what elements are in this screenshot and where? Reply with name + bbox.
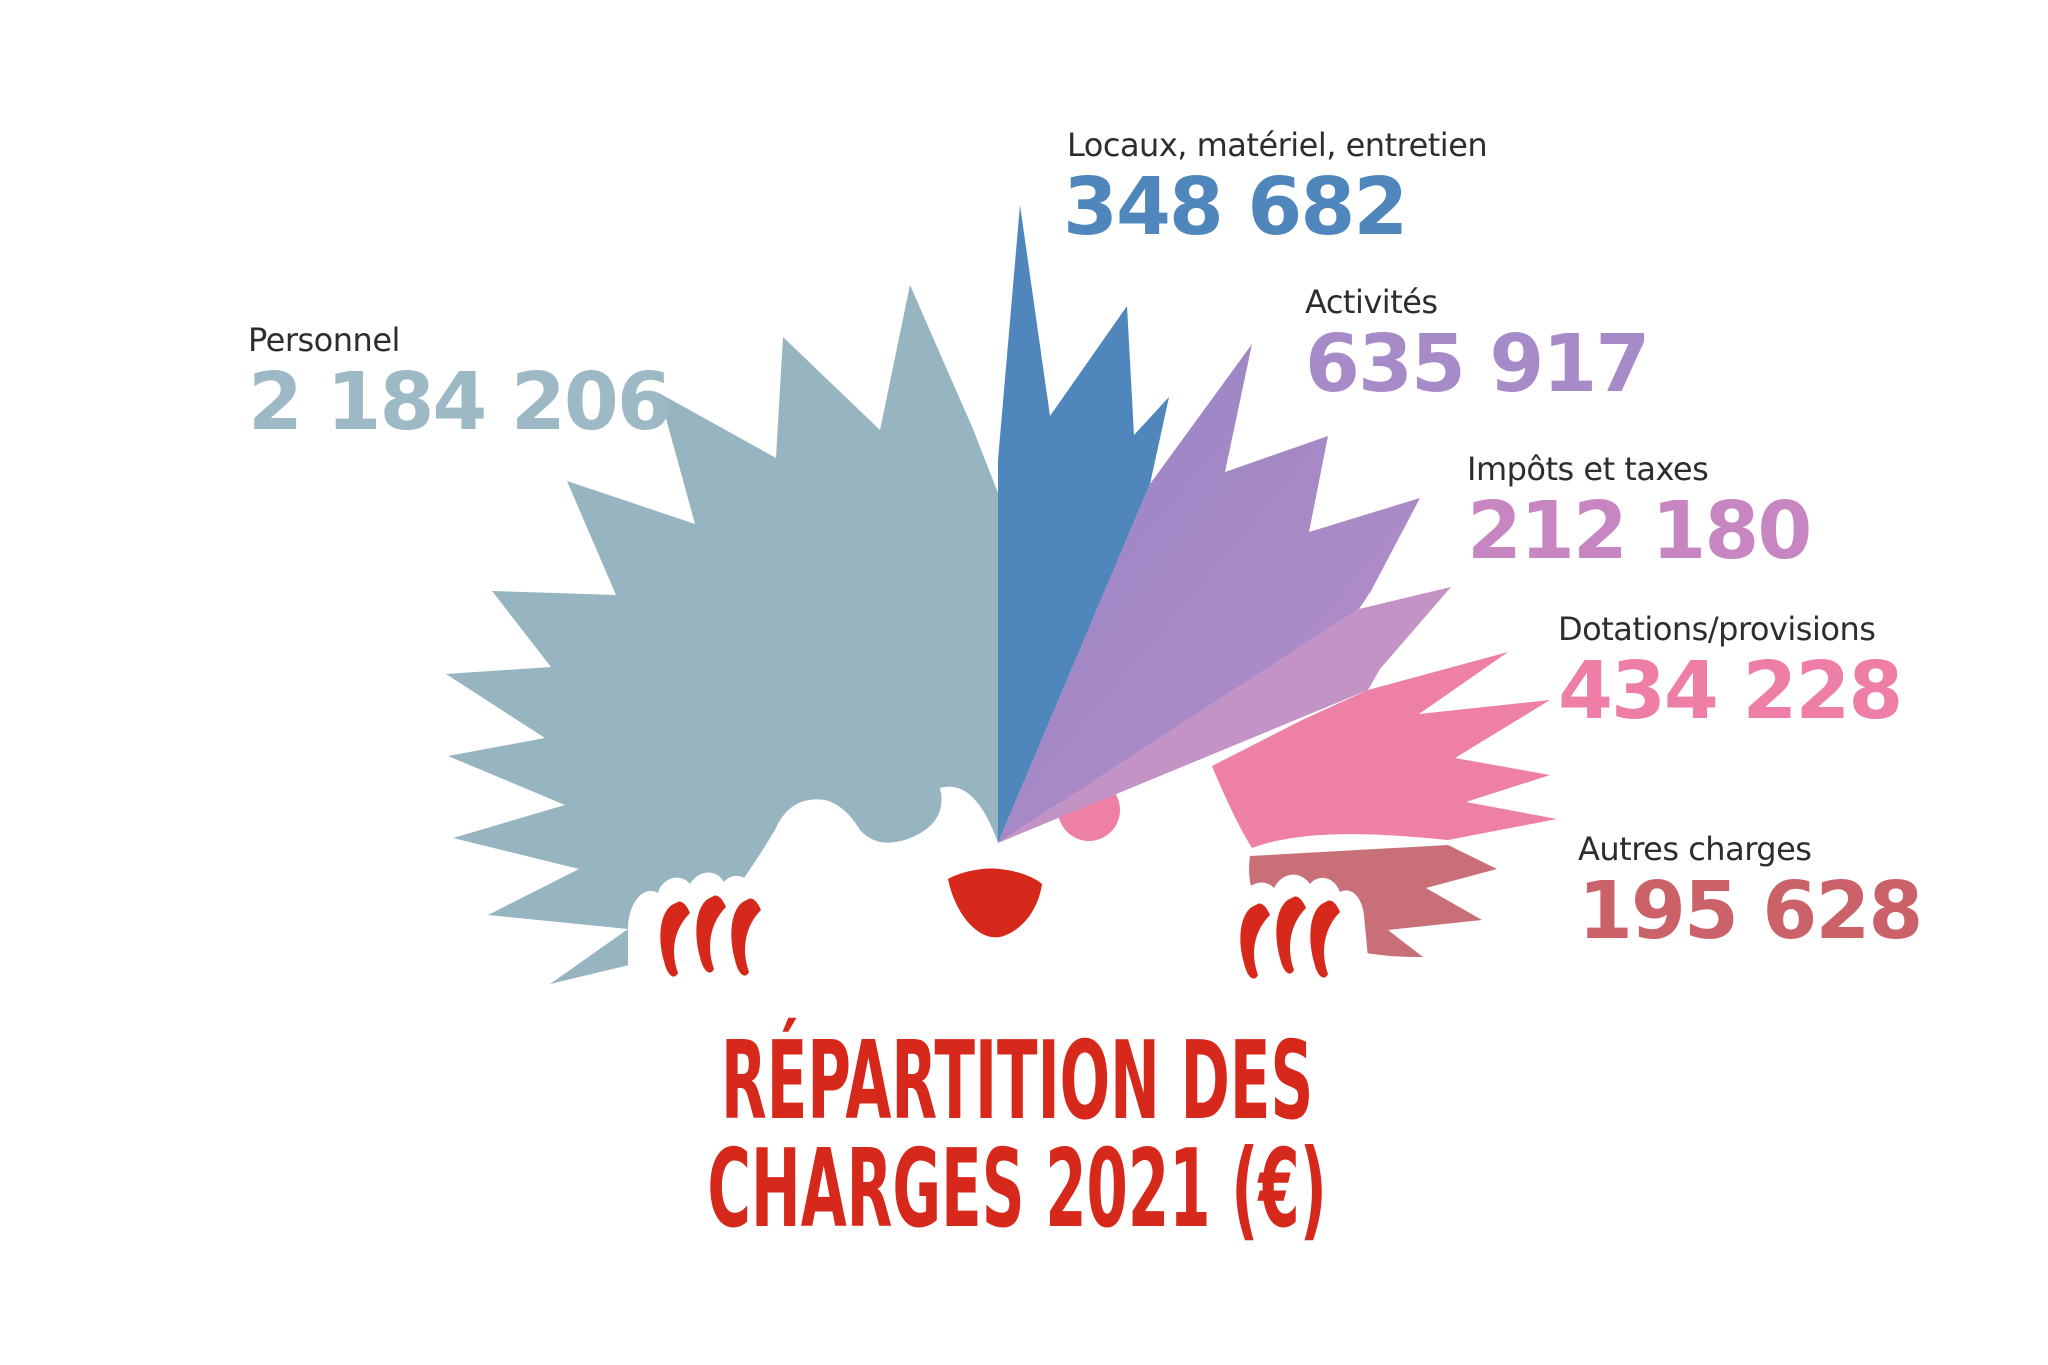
spine-sector-dotations [1212,652,1557,848]
slice-value-dotations: 434 228 [1558,644,1903,737]
slice-label-activites: Activités [1305,283,1438,321]
chart-title-line-2: CHARGES 2021 (€) [707,1127,1327,1252]
hedgehog-left-claw-2 [696,895,726,973]
hedgehog-left-claw-3 [731,898,761,976]
annotation-personnel: Personnel 2 184 206 [248,321,672,448]
slice-label-locaux: Locaux, matériel, entretien [1067,126,1488,164]
spine-sector-activites [998,344,1420,843]
slice-value-autres: 195 628 [1578,864,1923,957]
annotation-impots: Impôts et taxes 212 180 [1467,450,1812,577]
spine-sector-impots [998,587,1451,843]
annotation-autres: Autres charges 195 628 [1578,830,1923,957]
slice-label-autres: Autres charges [1578,830,1812,868]
annotation-activites: Activités 635 917 [1305,283,1650,410]
hedgehog-left-claw-1 [660,901,690,977]
slice-value-locaux: 348 682 [1063,160,1408,253]
spine-sector-locaux [998,205,1169,843]
hedgehog-right-claw-1 [1240,903,1270,979]
slice-label-personnel: Personnel [248,321,400,359]
spine-sector-personnel [446,285,998,984]
annotation-locaux: Locaux, matériel, entretien 348 682 [1063,126,1488,249]
slice-label-impots: Impôts et taxes [1467,450,1709,488]
chart-title-line-1: RÉPARTITION DES [720,1019,1314,1144]
slice-value-activites: 635 917 [1305,317,1650,410]
hedgehog-right-claw-2 [1276,896,1306,974]
hedgehog-right-claw-3 [1310,900,1340,978]
slice-value-impots: 212 180 [1467,484,1812,577]
annotation-dotations: Dotations/provisions 434 228 [1558,610,1903,737]
slice-value-personnel: 2 184 206 [248,355,672,448]
slice-label-dotations: Dotations/provisions [1558,610,1876,648]
chart-title: RÉPARTITION DES CHARGES 2021 (€) [417,1028,1617,1244]
hedgehog-mouth [948,868,1042,938]
